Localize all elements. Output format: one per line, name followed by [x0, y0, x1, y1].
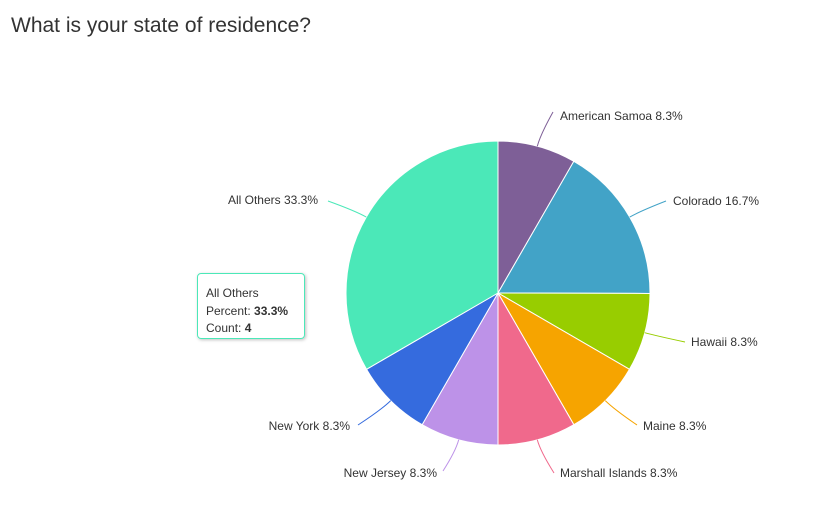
label-connector-colorado: [629, 200, 667, 218]
tooltip: All Others Percent: 33.3% Count: 4: [197, 273, 305, 339]
slice-label-hawaii: Hawaii 8.3%: [691, 335, 758, 349]
label-connector-all-others: [327, 200, 367, 218]
tooltip-count-label: Count:: [206, 321, 245, 335]
slice-label-all-others: All Others 33.3%: [228, 193, 318, 207]
label-connector-maine: [604, 400, 638, 426]
tooltip-percent-label: Percent:: [206, 303, 255, 318]
slice-label-marshall-islands: Marshall Islands 8.3%: [560, 466, 678, 480]
page-title: What is your state of residence?: [11, 14, 311, 37]
label-connector-new-york: [357, 400, 392, 426]
slice-label-new-jersey: New Jersey 8.3%: [344, 466, 438, 480]
tooltip-percent-value: 33.3%: [254, 303, 289, 318]
slice-label-american-samoa: American Samoa 8.3%: [560, 109, 683, 123]
tooltip-percent-row: Percent: 33.3%: [206, 303, 304, 321]
label-connector-american-samoa: [536, 111, 554, 147]
slice-label-maine: Maine 8.3%: [643, 419, 707, 433]
tooltip-count-row: Count: 4: [206, 320, 304, 338]
pie-slice-all-others[interactable]: [345, 140, 499, 370]
tooltip-title: All Others: [206, 286, 259, 300]
label-connector-hawaii: [644, 332, 686, 343]
tooltip-count-value: 4: [244, 321, 252, 335]
label-connector-marshall-islands: [536, 439, 555, 474]
pie-slice-colorado[interactable]: [497, 160, 651, 294]
slice-label-colorado: Colorado 16.7%: [673, 194, 759, 208]
slice-label-new-york: New York 8.3%: [269, 419, 351, 433]
label-connector-new-jersey: [442, 439, 460, 472]
